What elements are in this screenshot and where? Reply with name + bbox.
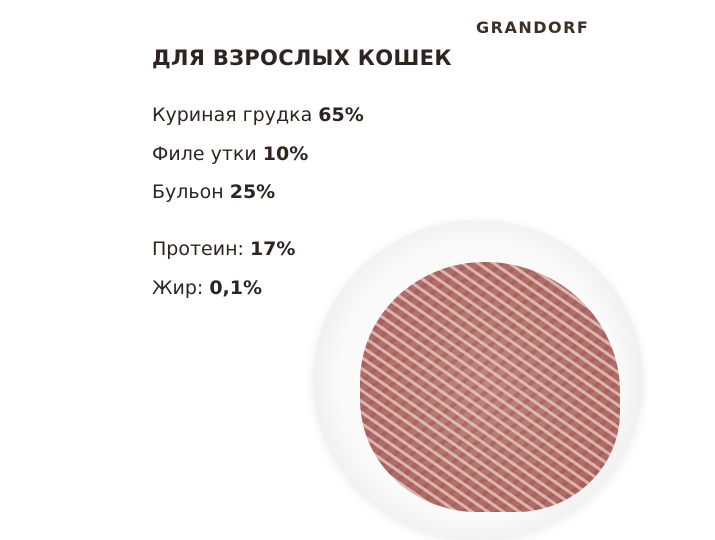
product-title: ДЛЯ ВЗРОСЛЫХ КОШЕК xyxy=(152,46,452,70)
ingredient-label: Бульон xyxy=(152,181,224,203)
ingredient-value: 10% xyxy=(262,143,309,165)
ingredient-label: Филе утки xyxy=(152,143,257,165)
nutrient-line: Жир: 0,1% xyxy=(152,277,262,299)
nutrient-label: Протеин: xyxy=(152,238,244,260)
ingredient-line: Куриная грудка 65% xyxy=(152,104,364,126)
nutrient-value: 0,1% xyxy=(209,277,263,299)
nutrient-label: Жир: xyxy=(152,277,204,299)
brand-logo: GRANDORF xyxy=(476,18,590,37)
ingredient-label: Куриная грудка xyxy=(152,104,313,126)
ingredient-line: Бульон 25% xyxy=(152,181,275,203)
nutrient-line: Протеин: 17% xyxy=(152,238,295,260)
ingredient-line: Филе утки 10% xyxy=(152,143,308,165)
nutrient-value: 17% xyxy=(249,238,296,260)
ingredient-value: 65% xyxy=(318,104,364,126)
food-image xyxy=(360,262,620,512)
ingredient-value: 25% xyxy=(229,181,276,203)
